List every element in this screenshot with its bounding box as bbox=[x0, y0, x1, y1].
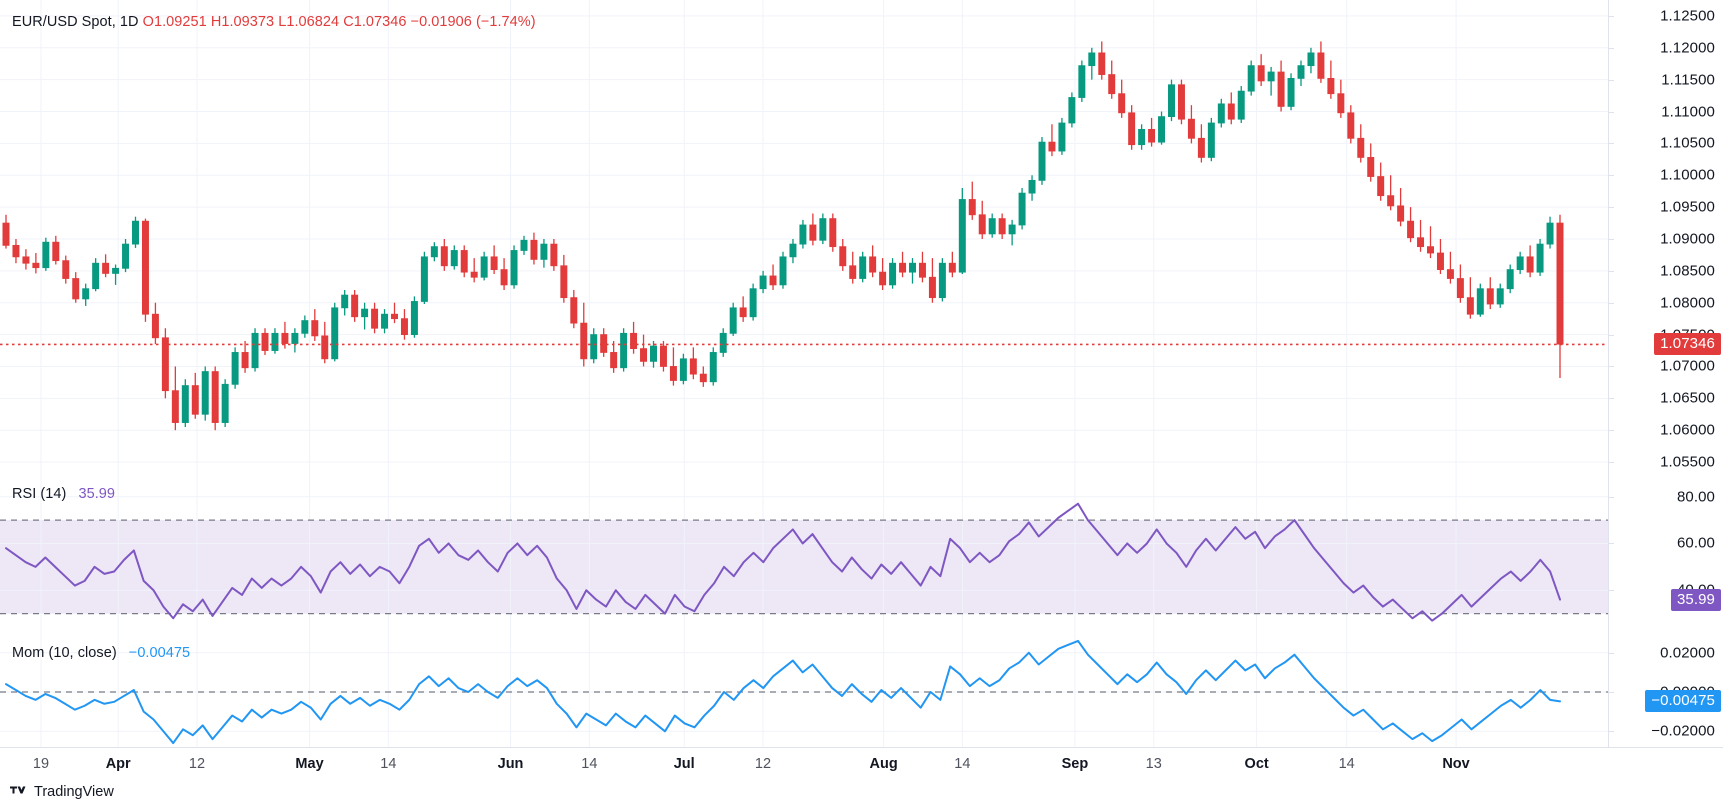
momentum-legend: Mom (10, close) −0.00475 bbox=[12, 645, 190, 661]
price-axis-label: 1.10000 bbox=[1660, 166, 1715, 184]
time-axis-label: 14 bbox=[954, 756, 971, 772]
tradingview-logo-icon bbox=[10, 786, 26, 793]
price-axis-label: 1.09500 bbox=[1660, 198, 1715, 216]
time-axis-label: Oct bbox=[1244, 756, 1269, 772]
price-axis-label: 1.11000 bbox=[1661, 103, 1715, 121]
price-axis-label: 1.06000 bbox=[1660, 421, 1715, 439]
price-axis-tick bbox=[1608, 430, 1614, 432]
time-axis-label: 14 bbox=[380, 756, 397, 772]
time-axis-label: Jun bbox=[497, 756, 524, 772]
time-axis-label: Aug bbox=[869, 756, 898, 772]
high-value: 1.09373 bbox=[221, 14, 275, 30]
price-pane[interactable]: 1.12500 1.12000 1.11500 1.11000 1.10500 1.100… bbox=[0, 0, 1723, 478]
price-axis-tick bbox=[1608, 207, 1614, 209]
price-axis-tick bbox=[1608, 143, 1614, 145]
rsi-value-badge: 35.99 bbox=[1670, 588, 1721, 611]
rsi-plot bbox=[0, 478, 1608, 637]
price-axis-label: 1.07000 bbox=[1660, 357, 1715, 375]
price-axis-label: 1.08000 bbox=[1660, 294, 1715, 312]
time-axis-label: May bbox=[295, 756, 324, 772]
price-axis-tick bbox=[1608, 270, 1614, 272]
momentum-axis-label: 0.02000 bbox=[1660, 644, 1715, 662]
rsi-legend: RSI (14) 35.99 bbox=[12, 486, 115, 502]
change-percent: (−1.74%) bbox=[475, 14, 536, 30]
price-axis-label: 1.06500 bbox=[1660, 389, 1715, 407]
price-axis-label: 1.12500 bbox=[1660, 7, 1715, 25]
price-axis-label: 1.08500 bbox=[1660, 262, 1715, 280]
rsi-axis-label-tick bbox=[1608, 590, 1614, 592]
high-label: H bbox=[210, 14, 222, 30]
time-axis-label: Nov bbox=[1442, 756, 1470, 772]
footer: TradingView bbox=[0, 780, 1723, 803]
axis-divider bbox=[1608, 478, 1609, 637]
price-axis-tick bbox=[1608, 462, 1614, 464]
price-axis-tick bbox=[1608, 47, 1614, 49]
momentum-plot bbox=[0, 637, 1608, 747]
current-price-badge: 1.07346 bbox=[1654, 333, 1721, 356]
time-axis-label: 12 bbox=[188, 756, 206, 772]
rsi-label: RSI (14) bbox=[12, 486, 67, 502]
momentum-value-badge: −0.00475 bbox=[1645, 690, 1721, 713]
low-value: 1.06824 bbox=[286, 14, 340, 30]
time-axis-label: Apr bbox=[105, 756, 131, 772]
price-axis-label: 1.09000 bbox=[1660, 230, 1715, 248]
price-axis-tick bbox=[1608, 15, 1614, 17]
price-axis-tick bbox=[1608, 366, 1614, 368]
momentum-value: −0.00475 bbox=[128, 645, 191, 661]
close-value: 1.07346 bbox=[353, 14, 407, 30]
momentum-axis-label-tick bbox=[1608, 652, 1614, 654]
time-axis-label: Jul bbox=[673, 756, 695, 772]
momentum-axis-label-tick bbox=[1608, 692, 1614, 693]
price-axis-tick bbox=[1608, 239, 1614, 240]
symbol-label: EUR/USD Spot, 1D bbox=[12, 14, 139, 30]
time-axis-label: 14 bbox=[1338, 756, 1355, 772]
change-value: −0.01906 bbox=[410, 14, 472, 30]
time-axis[interactable]: 19 Apr 12 May 14 Jun 14 Jul 12 Aug 14 Sep 13 Oct 14 Nov bbox=[0, 747, 1723, 780]
price-axis-tick bbox=[1608, 398, 1614, 400]
momentum-axis-label-tick bbox=[1608, 731, 1614, 733]
price-axis[interactable]: 1.12500 1.12000 1.11500 1.11000 1.10500 1.100… bbox=[1608, 0, 1723, 478]
momentum-axis[interactable]: 0.020000.00000−0.02000−0.00475 bbox=[1608, 637, 1723, 747]
price-axis-tick bbox=[1608, 302, 1614, 304]
price-axis-label: 1.10500 bbox=[1660, 134, 1715, 152]
time-axis-label: 12 bbox=[754, 756, 772, 772]
time-axis-label: 19 bbox=[32, 756, 50, 772]
momentum-label: Mom (10, close) bbox=[12, 645, 117, 661]
rsi-axis-label: 60.00 bbox=[1676, 534, 1715, 552]
open-label: O bbox=[142, 14, 154, 30]
time-axis-label: 14 bbox=[581, 756, 598, 772]
close-label: C bbox=[343, 14, 354, 30]
tradingview-brand: TradingView bbox=[34, 783, 114, 800]
time-axis-label: 13 bbox=[1145, 756, 1162, 772]
rsi-value: 35.99 bbox=[78, 486, 116, 502]
momentum-axis-label: −0.02000 bbox=[1651, 722, 1715, 740]
time-axis-label: Sep bbox=[1061, 756, 1089, 772]
low-label: L bbox=[278, 14, 287, 30]
rsi-axis-label-tick bbox=[1608, 543, 1614, 545]
rsi-axis-label-tick bbox=[1608, 496, 1614, 498]
price-axis-tick bbox=[1608, 79, 1614, 81]
price-axis-tick bbox=[1608, 111, 1614, 113]
price-axis-tick bbox=[1608, 334, 1614, 336]
price-axis-label: 1.12000 bbox=[1660, 39, 1715, 57]
rsi-axis-label: 80.00 bbox=[1676, 488, 1715, 506]
candlestick-plot bbox=[0, 0, 1608, 478]
price-axis-tick bbox=[1608, 175, 1614, 177]
price-legend: EUR/USD Spot, 1D O1.09251 H1.09373 L1.06… bbox=[12, 14, 536, 30]
open-value: 1.09251 bbox=[153, 14, 207, 30]
price-axis-label: 1.11500 bbox=[1661, 71, 1715, 89]
price-axis-label: 1.05500 bbox=[1660, 453, 1715, 471]
momentum-pane[interactable]: 0.020000.00000−0.02000−0.00475 Mom (10, … bbox=[0, 637, 1723, 747]
